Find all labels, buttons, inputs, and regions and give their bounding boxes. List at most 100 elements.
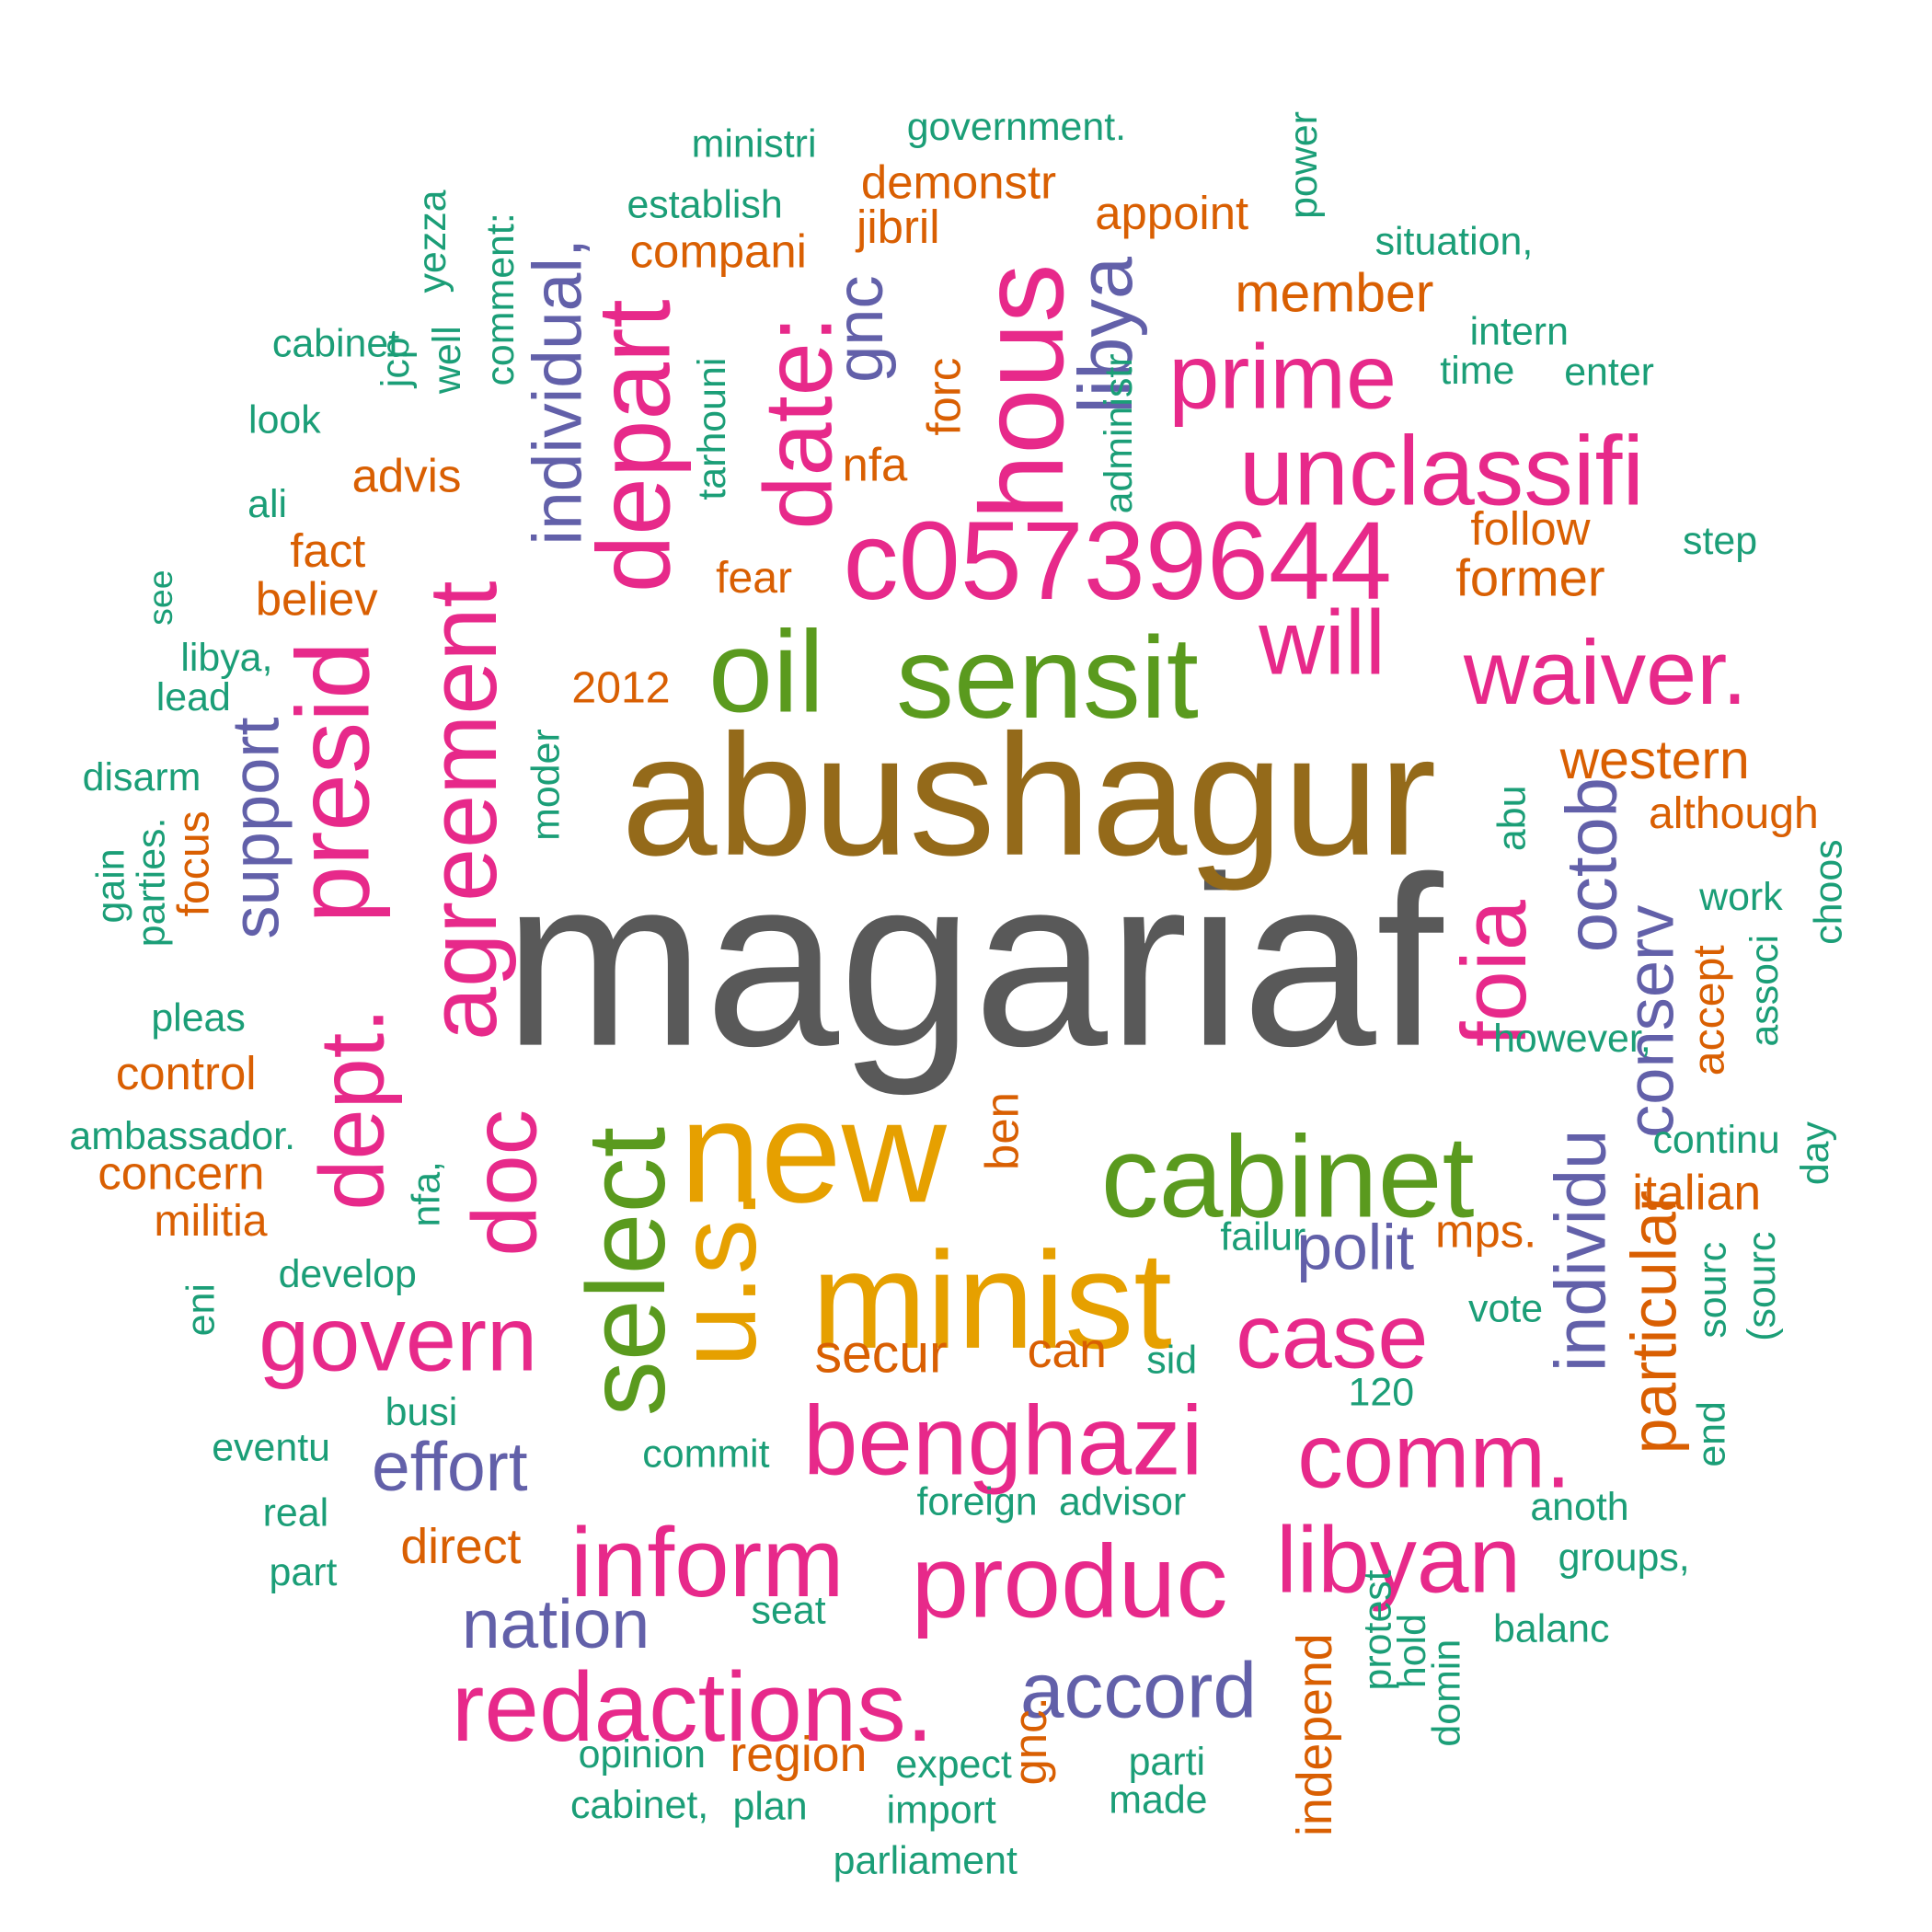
word-102: however, bbox=[1493, 1017, 1651, 1061]
word-49: fact bbox=[290, 524, 365, 577]
word-131: expect bbox=[895, 1742, 1011, 1787]
word-48: forc bbox=[917, 358, 970, 436]
word-12: will bbox=[1258, 592, 1386, 695]
word-91: libya, bbox=[180, 636, 272, 680]
word-121: advisor bbox=[1059, 1480, 1186, 1524]
word-16: depart bbox=[575, 299, 691, 592]
word-71: independ bbox=[1287, 1633, 1342, 1836]
word-15: date: bbox=[744, 316, 852, 529]
word-106: nfa, bbox=[404, 1161, 448, 1227]
word-32: individual, bbox=[518, 238, 595, 546]
word-64: mps. bbox=[1435, 1204, 1536, 1257]
word-70: gnc. bbox=[1004, 1696, 1056, 1785]
word-50: believ bbox=[256, 572, 379, 625]
word-21: foia bbox=[1443, 899, 1546, 1047]
word-97: parties. bbox=[130, 818, 174, 948]
word-38: effort bbox=[372, 1428, 528, 1505]
word-130: opinion bbox=[579, 1732, 706, 1777]
word-87: time bbox=[1440, 349, 1514, 393]
word-23: case bbox=[1236, 1286, 1428, 1388]
word-66: can bbox=[1028, 1323, 1107, 1378]
word-116: eventu bbox=[212, 1426, 330, 1470]
word-122: anoth bbox=[1530, 1485, 1628, 1529]
word-103: day bbox=[1793, 1121, 1837, 1185]
word-84: administr bbox=[1097, 353, 1141, 513]
word-39: nation bbox=[462, 1585, 650, 1662]
word-58: control bbox=[116, 1047, 257, 1099]
word-86: intern bbox=[1470, 309, 1569, 353]
word-120: foreign bbox=[917, 1480, 1038, 1524]
word-77: yezza bbox=[410, 190, 454, 293]
word-101: associ bbox=[1742, 935, 1787, 1047]
word-41: demonstr bbox=[861, 156, 1056, 209]
word-76: situation, bbox=[1375, 220, 1534, 264]
word-136: made bbox=[1109, 1778, 1207, 1823]
word-27: produc bbox=[912, 1523, 1228, 1639]
word-93: disarm bbox=[83, 755, 201, 799]
word-117: commit bbox=[642, 1432, 769, 1476]
word-33: support bbox=[220, 717, 293, 938]
word-14: hous bbox=[957, 263, 1088, 520]
word-7: cabinet bbox=[1101, 1112, 1475, 1242]
word-123: part bbox=[270, 1550, 338, 1594]
word-36: conserv bbox=[1615, 905, 1688, 1138]
word-56: although bbox=[1649, 788, 1819, 838]
word-133: cabinet, bbox=[570, 1783, 708, 1827]
word-1: abushagur bbox=[621, 698, 1436, 891]
word-85: ali bbox=[247, 482, 287, 526]
word-137: parliament bbox=[834, 1838, 1018, 1882]
word-115: busi bbox=[385, 1390, 458, 1434]
word-25: comm. bbox=[1297, 1406, 1570, 1508]
word-31: gnc bbox=[823, 275, 897, 383]
word-26: inform bbox=[570, 1507, 845, 1617]
word-28: libyan bbox=[1276, 1508, 1521, 1613]
word-8: select bbox=[564, 1127, 688, 1417]
word-128: hold bbox=[1390, 1614, 1434, 1688]
word-126: balanc bbox=[1493, 1607, 1609, 1651]
word-113: sid bbox=[1146, 1339, 1197, 1383]
word-43: jibril bbox=[855, 201, 939, 253]
word-54: 2012 bbox=[571, 662, 670, 712]
word-74: establish bbox=[627, 182, 782, 226]
word-19: dept. bbox=[302, 1007, 404, 1210]
word-17: agreement bbox=[409, 581, 517, 1041]
word-9: c05739644 bbox=[844, 499, 1392, 623]
word-30: libya bbox=[1063, 256, 1148, 414]
word-10: unclassifi bbox=[1239, 416, 1644, 526]
word-99: choos bbox=[1807, 839, 1851, 944]
word-40: accord bbox=[1020, 1647, 1257, 1735]
word-22: govern bbox=[259, 1288, 537, 1390]
word-135: import bbox=[887, 1788, 996, 1832]
word-61: accept bbox=[1685, 945, 1734, 1076]
word-20: doc bbox=[454, 1110, 557, 1257]
word-2: new bbox=[680, 1071, 948, 1233]
word-125: seat bbox=[752, 1588, 826, 1632]
word-88: enter bbox=[1564, 351, 1654, 395]
word-65: secur bbox=[815, 1324, 948, 1384]
word-52: follow bbox=[1470, 502, 1590, 555]
word-107: failur bbox=[1220, 1215, 1305, 1259]
word-79: cabinet. bbox=[272, 322, 410, 366]
word-68: direct bbox=[400, 1519, 521, 1574]
word-62: particular bbox=[1617, 1190, 1689, 1454]
word-132: parti bbox=[1129, 1740, 1205, 1784]
word-55: western bbox=[1559, 730, 1750, 790]
word-13: waiver. bbox=[1463, 622, 1747, 724]
word-59: concern bbox=[98, 1147, 264, 1200]
word-110: sourc bbox=[1691, 1242, 1735, 1339]
word-24: benghazi bbox=[803, 1386, 1203, 1496]
word-57: focus bbox=[168, 811, 218, 916]
word-34: octob bbox=[1552, 777, 1631, 952]
word-47: nfa bbox=[843, 438, 908, 490]
word-3: minist bbox=[811, 1223, 1172, 1377]
word-78: comment: bbox=[478, 213, 523, 385]
word-42: appoint bbox=[1095, 187, 1248, 239]
word-108: eni bbox=[178, 1283, 223, 1336]
word-92: lead bbox=[156, 675, 231, 719]
word-11: prime bbox=[1168, 326, 1397, 428]
word-118: end bbox=[1689, 1401, 1733, 1467]
word-29: redactions. bbox=[452, 1651, 934, 1762]
word-37: polit bbox=[1296, 1211, 1414, 1282]
word-127: protest bbox=[1355, 1570, 1399, 1690]
